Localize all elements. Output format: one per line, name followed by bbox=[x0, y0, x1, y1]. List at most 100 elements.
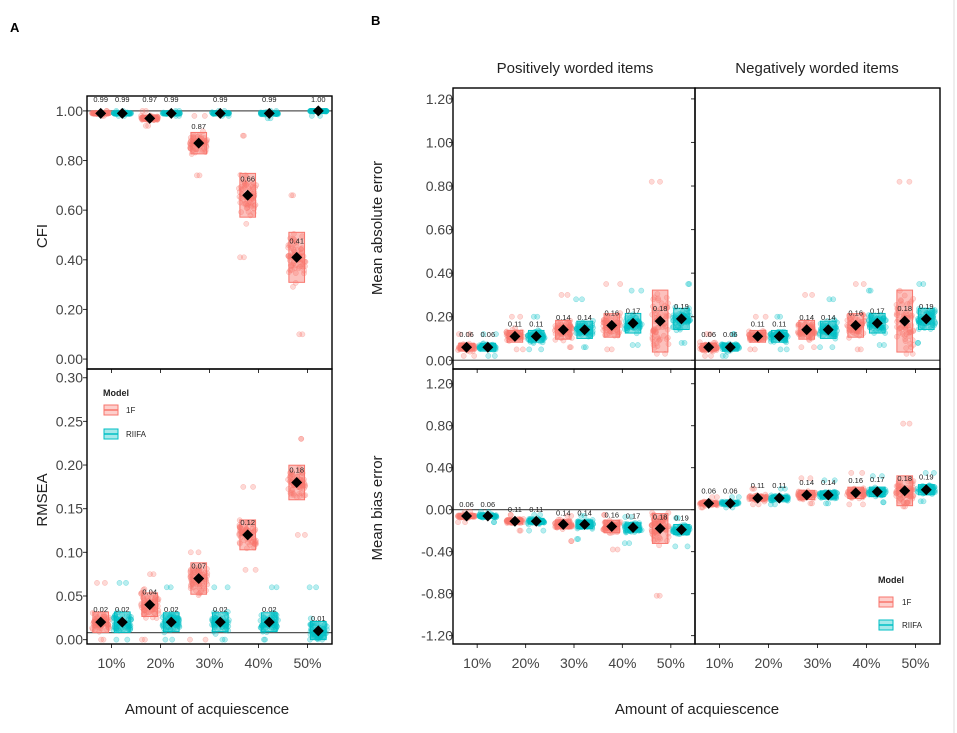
data-point bbox=[289, 262, 296, 268]
x-tick-label: 20% bbox=[512, 655, 540, 671]
y-tick-label: 0.60 bbox=[56, 202, 83, 218]
value-label: 0.11 bbox=[508, 505, 522, 514]
data-point bbox=[290, 260, 297, 266]
data-point bbox=[102, 580, 108, 586]
data-point bbox=[138, 115, 145, 121]
data-point bbox=[848, 470, 855, 476]
data-point bbox=[298, 246, 305, 253]
y-tick-label: 0.15 bbox=[56, 501, 83, 517]
value-label: 0.02 bbox=[164, 605, 179, 614]
value-label: 0.17 bbox=[870, 306, 885, 315]
data-point bbox=[916, 281, 923, 287]
data-point bbox=[491, 519, 497, 526]
data-point bbox=[297, 259, 304, 265]
data-point bbox=[169, 636, 176, 643]
data-point bbox=[298, 435, 305, 442]
title-positive-items: Positively worded items bbox=[497, 60, 654, 77]
value-label: 0.18 bbox=[897, 304, 912, 313]
value-label: 0.06 bbox=[723, 330, 738, 339]
legend-label-riifa: RIIFA bbox=[902, 621, 923, 630]
x-tick-label: 30% bbox=[803, 655, 831, 671]
value-label: 0.11 bbox=[772, 481, 786, 490]
value-label: 0.06 bbox=[723, 486, 738, 495]
value-label: 0.06 bbox=[459, 500, 474, 509]
data-point bbox=[747, 346, 754, 353]
data-point bbox=[777, 346, 784, 353]
value-label: 0.11 bbox=[508, 319, 522, 328]
series-riifa: 0.99 0.99 0.99 0.99 1.00 bbox=[110, 95, 330, 122]
data-point bbox=[617, 281, 624, 287]
data-point bbox=[558, 292, 565, 298]
y-tick-label: 0.00 bbox=[56, 632, 83, 648]
value-label: 0.11 bbox=[772, 319, 786, 328]
y-tick-label: 0.80 bbox=[426, 178, 453, 194]
value-label: 0.14 bbox=[556, 508, 571, 517]
x-tick-label: 10% bbox=[705, 655, 733, 671]
value-label: 0.18 bbox=[653, 513, 668, 522]
data-point bbox=[657, 178, 663, 185]
data-point bbox=[123, 580, 129, 586]
value-label: 0.16 bbox=[604, 308, 619, 317]
data-point bbox=[162, 636, 169, 643]
data-point bbox=[94, 580, 100, 586]
data-point bbox=[301, 270, 307, 277]
y-tick-label: 1.20 bbox=[426, 376, 453, 392]
data-point bbox=[241, 132, 247, 139]
data-point bbox=[809, 292, 815, 298]
data-point bbox=[196, 172, 203, 179]
data-point bbox=[98, 636, 104, 643]
ylabel-rmsea: RMSEA bbox=[34, 473, 51, 526]
data-point bbox=[880, 499, 887, 506]
data-point bbox=[237, 254, 243, 261]
value-label: 0.97 bbox=[142, 95, 157, 104]
data-point bbox=[648, 178, 655, 185]
y-tick-label: 0.00 bbox=[426, 352, 453, 368]
data-point bbox=[240, 132, 246, 139]
series-1f: 0.99 0.970.870.660.41 bbox=[89, 95, 309, 338]
data-point bbox=[193, 146, 200, 153]
data-point bbox=[200, 147, 206, 154]
data-point bbox=[672, 543, 679, 550]
data-point bbox=[292, 270, 299, 276]
data-point bbox=[187, 636, 193, 643]
data-point bbox=[244, 202, 251, 209]
data-point bbox=[298, 249, 305, 256]
data-point bbox=[634, 342, 641, 348]
data-point bbox=[296, 263, 303, 270]
data-point bbox=[491, 353, 498, 359]
panel-label-b: B bbox=[371, 13, 380, 28]
data-point bbox=[678, 340, 685, 346]
data-point bbox=[520, 346, 526, 353]
ylabel-mbe: Mean bias error bbox=[369, 455, 386, 560]
data-point bbox=[191, 113, 198, 119]
data-point bbox=[287, 262, 294, 269]
value-label: 0.19 bbox=[919, 473, 934, 482]
legend-title: Model bbox=[103, 388, 129, 398]
data-point bbox=[240, 186, 247, 193]
value-label: 0.18 bbox=[289, 465, 304, 474]
y-tick-label: 0.20 bbox=[56, 457, 83, 473]
data-point bbox=[224, 584, 231, 591]
y-tick-label: -0.80 bbox=[421, 586, 453, 602]
data-point bbox=[244, 204, 251, 211]
legend-mbe: Model 1F RIIFA bbox=[878, 575, 923, 631]
panel-label-a: A bbox=[10, 20, 20, 35]
data-point bbox=[906, 178, 913, 185]
data-point bbox=[243, 181, 249, 188]
mean-marker bbox=[291, 251, 303, 263]
value-label: 0.04 bbox=[142, 588, 157, 597]
chart-panels: 0.000.200.400.600.801.000.99 0.970.870.66… bbox=[56, 87, 941, 671]
data-point bbox=[313, 584, 319, 591]
data-point bbox=[575, 536, 582, 542]
data-point bbox=[191, 135, 198, 141]
data-point bbox=[192, 146, 198, 152]
data-point bbox=[201, 113, 208, 119]
y-tick-label: 0.80 bbox=[56, 153, 83, 169]
value-label: 0.19 bbox=[674, 514, 689, 523]
data-point bbox=[568, 538, 575, 544]
data-point bbox=[628, 287, 635, 294]
ylabel-mae: Mean absolute error bbox=[369, 161, 386, 295]
y-tick-label: -0.40 bbox=[421, 544, 453, 560]
value-label: 0.66 bbox=[240, 174, 255, 183]
legend-key-riifa bbox=[103, 428, 119, 440]
